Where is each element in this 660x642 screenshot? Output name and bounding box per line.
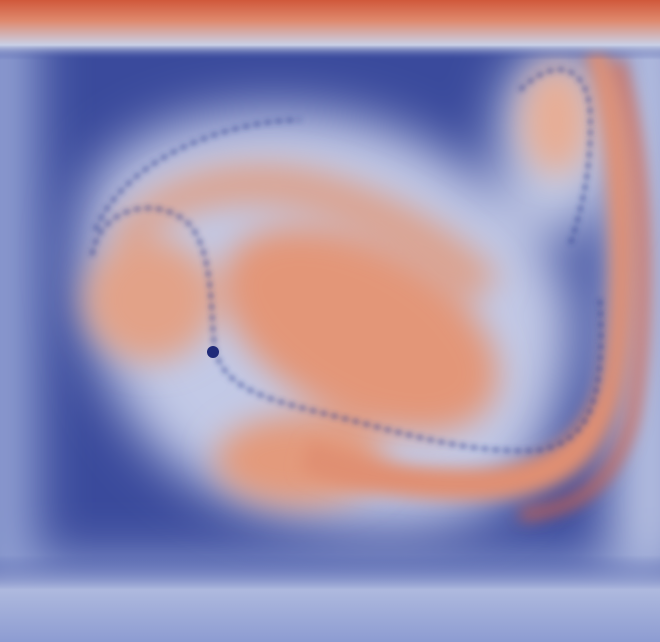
- right-jet-layer: [300, 40, 650, 520]
- bottom-band: [0, 555, 660, 642]
- vortex-core-dot: [207, 346, 219, 358]
- filament-layer: [90, 68, 603, 453]
- top-wall-band: [0, 0, 660, 60]
